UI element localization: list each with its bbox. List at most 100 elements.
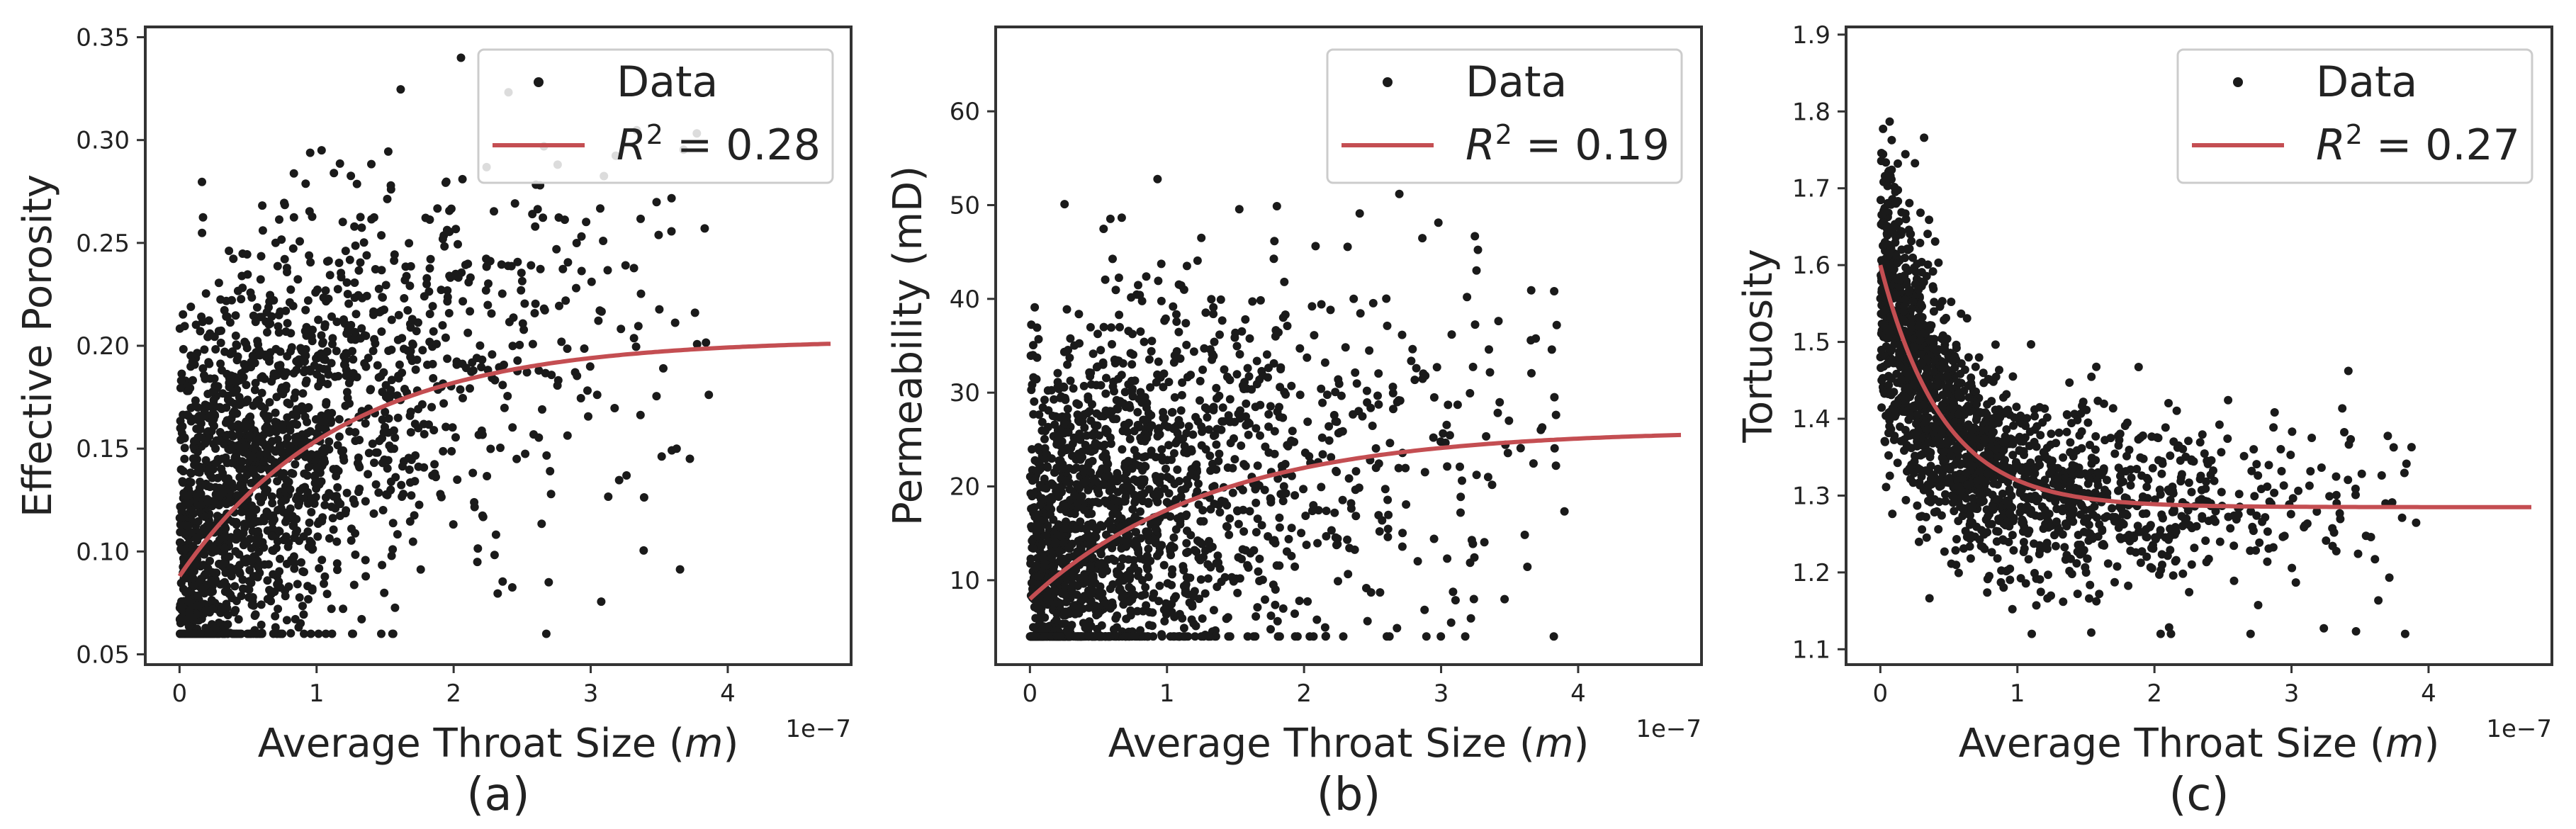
data-point xyxy=(1243,632,1252,641)
data-point xyxy=(497,289,507,298)
data-point xyxy=(329,465,338,474)
data-point xyxy=(1249,546,1259,555)
data-point xyxy=(1086,416,1096,425)
data-point xyxy=(512,454,522,463)
data-point xyxy=(246,288,255,297)
data-point xyxy=(247,501,257,510)
data-point xyxy=(1062,607,1071,616)
data-point xyxy=(1182,261,1191,271)
data-point xyxy=(1085,368,1094,377)
data-point xyxy=(1152,378,1161,387)
data-point xyxy=(244,577,254,586)
data-point xyxy=(2250,492,2259,501)
x-tick-label: 4 xyxy=(720,679,736,708)
data-point xyxy=(1223,613,1232,622)
data-point xyxy=(1130,446,1139,455)
data-point xyxy=(1338,427,1347,436)
data-point xyxy=(1190,587,1199,596)
x-tick-label: 0 xyxy=(1023,679,1038,708)
data-point xyxy=(267,531,276,541)
y-tick-label: 50 xyxy=(950,191,980,220)
data-point xyxy=(437,286,446,295)
data-point xyxy=(1037,541,1046,551)
data-point xyxy=(282,559,291,568)
data-point xyxy=(364,449,373,458)
data-point xyxy=(380,588,389,597)
data-point xyxy=(542,451,551,460)
data-point xyxy=(1333,540,1342,548)
data-point xyxy=(1029,373,1038,382)
data-point xyxy=(1351,467,1361,476)
data-point xyxy=(406,428,415,437)
data-point xyxy=(1248,297,1257,306)
data-point xyxy=(1030,490,1039,499)
data-point xyxy=(378,506,388,514)
data-point xyxy=(1393,397,1402,407)
data-point xyxy=(378,434,387,443)
data-point xyxy=(416,565,425,574)
data-point xyxy=(245,431,254,440)
data-point xyxy=(1102,465,1111,474)
data-point xyxy=(1266,497,1276,507)
data-point xyxy=(1176,492,1186,501)
data-point xyxy=(345,399,354,408)
data-point xyxy=(1179,565,1188,575)
data-point xyxy=(1056,393,1065,402)
data-point xyxy=(1172,317,1181,326)
data-point xyxy=(1218,403,1227,412)
data-point xyxy=(477,363,486,372)
data-point xyxy=(228,442,237,451)
data-point xyxy=(498,380,507,390)
data-point xyxy=(1385,632,1394,641)
data-point xyxy=(1356,309,1365,318)
data-point xyxy=(1130,427,1139,436)
data-point xyxy=(193,591,203,600)
data-point xyxy=(1494,317,1503,326)
data-point xyxy=(1551,410,1560,419)
y-tick-label: 0.20 xyxy=(76,332,130,361)
data-point xyxy=(1383,321,1392,330)
data-point xyxy=(237,295,246,304)
data-point xyxy=(1106,433,1115,442)
data-point xyxy=(394,373,403,383)
data-point xyxy=(1052,463,1062,473)
x-tick-label: 0 xyxy=(172,679,188,708)
data-point xyxy=(1160,414,1169,423)
data-point xyxy=(2389,443,2398,452)
data-point xyxy=(1096,550,1106,559)
data-point xyxy=(2124,581,2133,590)
data-point xyxy=(1302,541,1311,549)
data-point xyxy=(423,360,432,369)
data-point xyxy=(636,214,645,223)
data-point xyxy=(1461,632,1470,641)
data-point xyxy=(285,441,294,451)
data-point xyxy=(443,354,452,363)
data-point xyxy=(357,223,366,232)
data-point xyxy=(508,423,517,432)
data-point xyxy=(1093,609,1103,619)
data-point xyxy=(198,177,206,186)
data-point xyxy=(1125,434,1135,444)
data-point xyxy=(333,441,342,450)
data-point xyxy=(554,213,563,222)
data-point xyxy=(2317,463,2326,472)
data-point xyxy=(1180,441,1189,451)
data-point xyxy=(1233,588,1242,597)
data-point xyxy=(380,305,388,315)
data-point xyxy=(190,461,199,470)
data-point xyxy=(275,567,284,576)
data-point xyxy=(1226,417,1234,426)
data-point xyxy=(1199,517,1208,526)
data-point xyxy=(427,402,437,412)
data-point xyxy=(327,604,336,614)
data-point xyxy=(1144,632,1153,641)
data-point xyxy=(592,390,602,400)
data-point xyxy=(1066,334,1075,343)
data-point xyxy=(629,264,639,273)
data-point xyxy=(1136,507,1144,516)
data-point xyxy=(245,534,254,543)
data-point xyxy=(350,327,359,337)
data-point xyxy=(2223,434,2232,444)
data-point xyxy=(1043,521,1052,530)
data-point xyxy=(330,169,339,178)
